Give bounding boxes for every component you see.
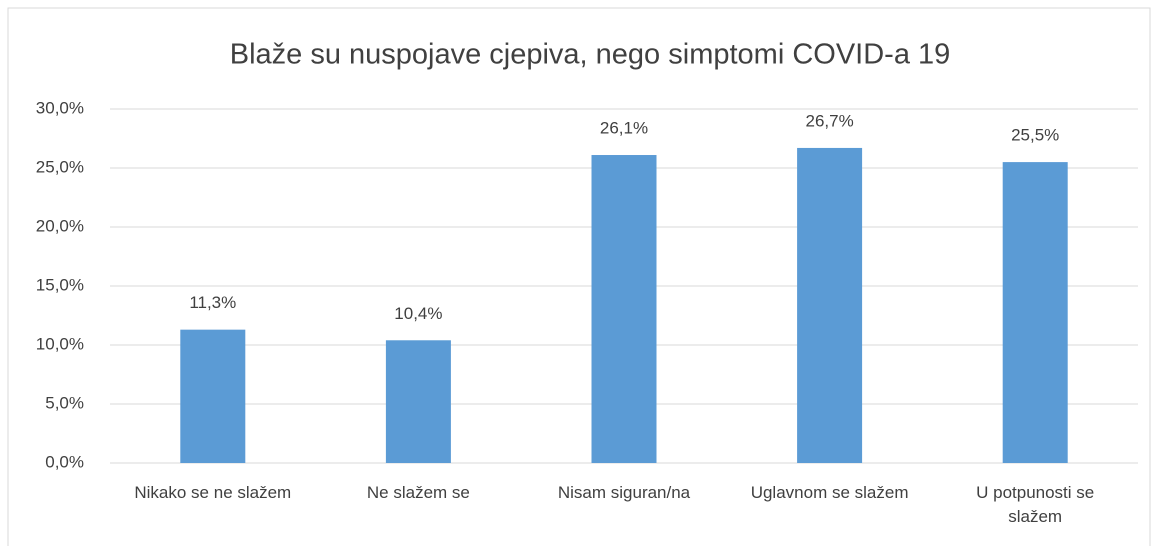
data-label: 10,4% [394, 304, 442, 323]
y-tick-label: 25,0% [36, 157, 84, 176]
chart-title: Blaže su nuspojave cjepiva, nego simptom… [230, 39, 951, 71]
chart-frame [7, 7, 1151, 546]
data-label: 26,7% [805, 111, 853, 130]
data-label: 26,1% [600, 119, 648, 138]
y-tick-label: 20,0% [36, 216, 84, 235]
x-tick-label: Nikako se ne slažem [134, 483, 292, 502]
y-tick-label: 15,0% [36, 275, 84, 294]
x-tick-label: Nisam siguran/na [557, 483, 691, 502]
bar [385, 340, 451, 463]
y-tick-label: 10,0% [36, 334, 84, 353]
y-tick-label: 5,0% [45, 393, 84, 412]
data-label: 11,3% [189, 293, 236, 312]
data-label: 25,5% [1011, 126, 1059, 145]
y-tick-label: 0,0% [45, 452, 84, 471]
x-tick-label: Ne slažem se [366, 483, 470, 502]
x-tick-label: Uglavnom se slažem [750, 483, 909, 502]
bar [1002, 162, 1068, 463]
bar [180, 329, 246, 463]
bar [591, 155, 657, 463]
y-tick-label: 30,0% [36, 98, 84, 117]
x-tick-label: U potpunosti se slažem [976, 483, 1095, 526]
bar [797, 147, 863, 463]
